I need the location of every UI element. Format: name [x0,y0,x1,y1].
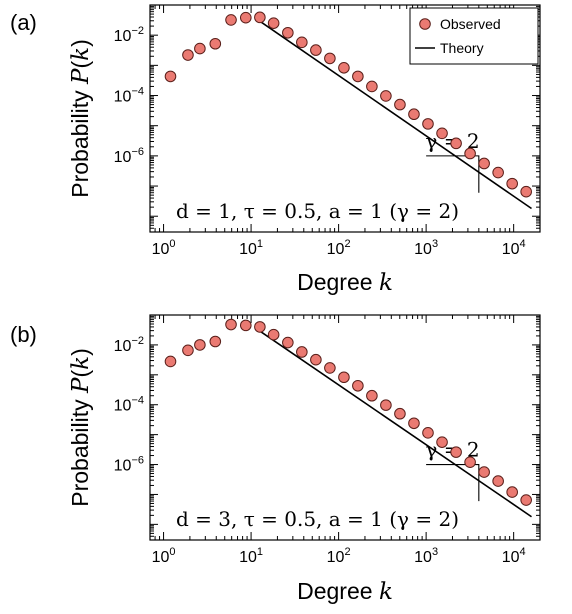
observed-point [506,486,518,498]
theory-line [257,19,532,210]
theory-line [257,329,532,518]
observed-point [436,436,448,448]
legend-marker [419,18,431,30]
observed-point [338,371,350,384]
observed-point [225,318,237,331]
observed-point [282,336,294,349]
observed-point [310,44,322,56]
observed-point [164,70,177,83]
legend-label-observed: Observed [440,16,501,32]
observed-point [254,11,266,24]
y-axis-label: Probability P(k) [67,39,94,198]
observed-point [338,61,350,74]
observed-point [366,80,378,93]
x-tick-label: 104 [502,546,526,566]
observed-point [239,11,252,24]
params-annotation: d = 3, τ = 0.5, a = 1 (γ = 2) [176,507,459,531]
observed-point [380,399,392,411]
observed-point [464,147,476,160]
slope-triangle [426,155,480,193]
x-tick-label: 103 [414,238,438,258]
x-axis-label: Degree k [297,578,393,605]
observed-point [450,137,462,150]
params-annotation: d = 1, τ = 0.5, a = 1 (γ = 2) [176,199,459,223]
panel-b: (b) 100 101 102 103 104 10−2 10−4 10−6 Degree k Pr… [10,314,541,605]
observed-point [492,166,504,179]
plot-frame [149,314,541,541]
legend-box [409,7,539,65]
panel-label: (b) [10,322,37,347]
observed-point [478,466,490,478]
observed-point [296,36,308,49]
observed-point [492,475,504,487]
observed-point [254,321,266,333]
observed-point [324,362,336,374]
observed-point [296,346,308,358]
observed-point [324,52,336,65]
observed-point [182,49,194,61]
observed-point [506,177,518,190]
y-tick-label: 10−2 [114,335,144,355]
observed-point [408,108,420,121]
plot-frame [149,4,541,233]
y-tick-label: 10−2 [114,25,144,45]
x-tick-label: 102 [327,546,351,566]
observed-point [352,70,364,83]
observed-point [436,127,448,140]
observed-point [164,355,177,368]
observed-point [267,17,280,29]
legend: Observed Theory [409,7,539,65]
observed-point [366,389,378,402]
x-tick-label: 100 [152,238,176,258]
panel-label: (a) [10,10,37,35]
x-tick-label: 104 [502,238,526,258]
observed-point [225,14,237,26]
observed-point [194,42,206,55]
y-axis-label: Probability P(k) [67,348,94,507]
observed-point [380,90,392,102]
observed-point [194,339,206,351]
x-tick-label: 101 [239,238,263,258]
y-tick-label: 10−6 [114,146,144,166]
observed-point [267,328,280,341]
observed-point [239,319,252,332]
x-tick-label: 101 [239,546,263,566]
x-tick-label: 100 [152,546,176,566]
y-tick-label: 10−4 [114,86,144,106]
observed-point [422,118,434,130]
observed-point [394,98,406,111]
observed-point [394,407,406,420]
observed-point [282,26,294,39]
observed-point [182,344,194,357]
legend-label-theory: Theory [440,40,484,56]
observed-point [422,427,434,439]
y-tick-label: 10−4 [114,395,144,415]
observed-point [520,494,532,506]
observed-point [520,185,532,198]
observed-point [209,37,222,50]
observed-point [464,456,476,468]
observed-point [209,335,222,348]
x-axis-label: Degree k [297,269,393,296]
observed-point [478,157,490,170]
y-tick-label: 10−6 [114,455,144,475]
slope-triangle [426,463,480,502]
x-tick-label: 102 [327,238,351,258]
observed-point [408,417,420,430]
observed-point [450,446,462,458]
panel-a: (a) 100 101 102 103 104 10−2 10−4 10−6 Degree k Pr… [10,4,541,296]
x-tick-label: 103 [414,546,438,566]
observed-point [352,379,364,392]
observed-point [310,353,322,366]
